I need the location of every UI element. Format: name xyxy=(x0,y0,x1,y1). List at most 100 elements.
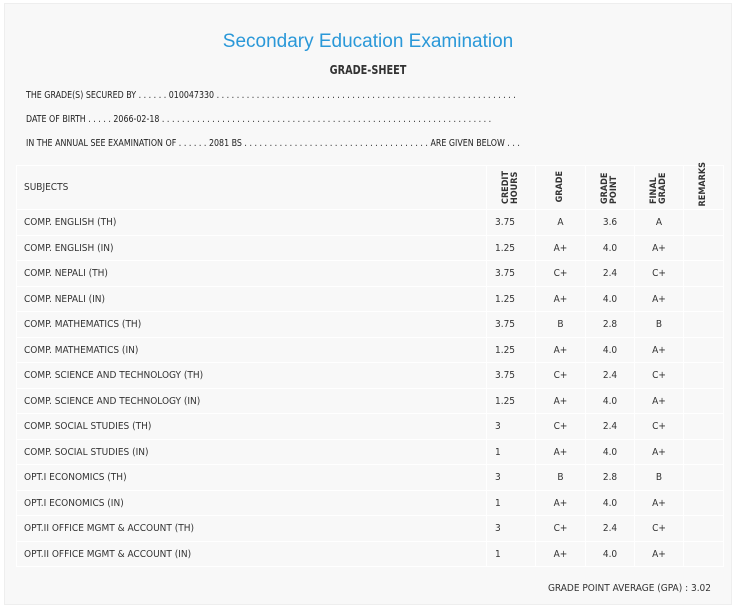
subject-cell: OPT.II OFFICE MGMT & ACCOUNT (TH) xyxy=(16,515,487,542)
header-grade-point: GRADE POINT xyxy=(585,164,635,211)
credit-hours-cell: 1.25 xyxy=(486,285,536,313)
subject-cell: COMP. SCIENCE AND TECHNOLOGY (TH) xyxy=(16,362,487,389)
table-row: COMP. SCIENCE AND TECHNOLOGY (IN) 1.25 A+ 4… xyxy=(16,387,724,415)
grade-point-cell: 2.4 xyxy=(585,413,635,440)
subject-cell: COMP. MATHEMATICS (IN) xyxy=(16,336,487,364)
exam-title: Secondary Education Examination xyxy=(222,31,514,52)
final-grade-cell: A+ xyxy=(634,234,684,262)
table-row: COMP. MATHEMATICS (TH) 3.75 B 2.8 B xyxy=(16,311,724,338)
grade-cell: C+ xyxy=(535,362,586,389)
grade-point-cell: 4.0 xyxy=(585,285,635,313)
subject-cell: OPT.I ECONOMICS (TH) xyxy=(16,464,487,491)
grade-cell: B xyxy=(535,311,586,338)
remarks-cell xyxy=(683,336,724,364)
remarks-cell xyxy=(683,260,724,287)
credit-hours-cell: 1 xyxy=(486,540,536,568)
remarks-cell xyxy=(683,285,724,313)
remarks-cell xyxy=(683,540,724,568)
final-grade-cell: C+ xyxy=(634,413,684,440)
grade-point-cell: 2.4 xyxy=(585,260,635,287)
secured-by-line: THE GRADE(S) SECURED BY . . . . . . 0100… xyxy=(26,90,516,101)
header-remarks: REMARKS xyxy=(683,162,724,211)
final-grade-cell: C+ xyxy=(634,515,684,542)
final-grade-cell: C+ xyxy=(634,362,684,389)
table-row: OPT.I ECONOMICS (IN) 1 A+ 4.0 A+ xyxy=(16,489,724,517)
subject-cell: COMP. ENGLISH (IN) xyxy=(16,234,487,262)
table-row: OPT.II OFFICE MGMT & ACCOUNT (IN) 1 A+ 4.0 A… xyxy=(16,540,724,568)
credit-hours-cell: 3.75 xyxy=(486,209,536,236)
grade-cell: A+ xyxy=(535,285,586,313)
grade-point-cell: 3.6 xyxy=(585,209,635,236)
table-row: COMP. SCIENCE AND TECHNOLOGY (TH) 3.75 C+ 2… xyxy=(16,362,724,389)
grade-point-cell: 4.0 xyxy=(585,336,635,364)
remarks-cell xyxy=(683,413,724,440)
grade-point-cell: 4.0 xyxy=(585,489,635,517)
grade-cell: A+ xyxy=(535,336,586,364)
subject-cell: COMP. MATHEMATICS (TH) xyxy=(16,311,487,338)
table-row: COMP. SOCIAL STUDIES (TH) 3 C+ 2.4 C+ xyxy=(16,413,724,440)
credit-hours-cell: 3 xyxy=(486,413,536,440)
table-row: COMP. ENGLISH (TH) 3.75 A 3.6 A xyxy=(16,209,724,236)
header-grade: GRADE xyxy=(535,164,586,211)
subject-cell: OPT.I ECONOMICS (IN) xyxy=(16,489,487,517)
remarks-cell xyxy=(683,387,724,415)
table-header-row: SUBJECTS CREDIT HOURS GRADE GRADE POINT … xyxy=(16,162,724,211)
remarks-cell xyxy=(683,464,724,491)
grade-sheet-heading: GRADE-SHEET xyxy=(329,63,407,77)
final-grade-cell: B xyxy=(634,311,684,338)
final-grade-cell: A+ xyxy=(634,285,684,313)
grade-point-cell: 4.0 xyxy=(585,438,635,466)
remarks-cell xyxy=(683,515,724,542)
subject-cell: COMP. NEPALI (TH) xyxy=(16,260,487,287)
grade-cell: A+ xyxy=(535,438,586,466)
grade-cell: C+ xyxy=(535,413,586,440)
remarks-cell xyxy=(683,209,724,236)
grade-cell: A+ xyxy=(535,234,586,262)
grade-cell: A xyxy=(535,209,586,236)
credit-hours-cell: 1.25 xyxy=(486,336,536,364)
table-row: COMP. NEPALI (TH) 3.75 C+ 2.4 C+ xyxy=(16,260,724,287)
final-grade-cell: A+ xyxy=(634,336,684,364)
grade-point-cell: 4.0 xyxy=(585,387,635,415)
credit-hours-cell: 3.75 xyxy=(486,311,536,338)
subject-cell: COMP. SOCIAL STUDIES (TH) xyxy=(16,413,487,440)
gpa-summary: GRADE POINT AVERAGE (GPA) : 3.02 xyxy=(547,583,711,594)
grades-table: SUBJECTS CREDIT HOURS GRADE GRADE POINT … xyxy=(16,162,724,568)
table-row: OPT.II OFFICE MGMT & ACCOUNT (TH) 3 C+ 2.4 C… xyxy=(16,515,724,542)
grade-point-cell: 4.0 xyxy=(585,234,635,262)
grade-cell: C+ xyxy=(535,515,586,542)
final-grade-cell: A+ xyxy=(634,489,684,517)
grade-sheet: Secondary Education Examination GRADE-SH… xyxy=(4,3,732,605)
table-row: COMP. MATHEMATICS (IN) 1.25 A+ 4.0 A+ xyxy=(16,336,724,364)
subject-cell: COMP. ENGLISH (TH) xyxy=(16,209,487,236)
dob-line: DATE OF BIRTH . . . . . 2066-02-18 . . .… xyxy=(26,114,492,125)
credit-hours-cell: 3 xyxy=(486,464,536,491)
grade-point-cell: 2.8 xyxy=(585,311,635,338)
grade-cell: A+ xyxy=(535,489,586,517)
table-row: COMP. NEPALI (IN) 1.25 A+ 4.0 A+ xyxy=(16,285,724,313)
table-row: COMP. ENGLISH (IN) 1.25 A+ 4.0 A+ xyxy=(16,234,724,262)
credit-hours-cell: 1 xyxy=(486,438,536,466)
final-grade-cell: C+ xyxy=(634,260,684,287)
grade-cell: A+ xyxy=(535,540,586,568)
credit-hours-cell: 3 xyxy=(486,515,536,542)
grade-point-cell: 2.8 xyxy=(585,464,635,491)
final-grade-cell: A+ xyxy=(634,387,684,415)
subject-cell: COMP. SCIENCE AND TECHNOLOGY (IN) xyxy=(16,387,487,415)
credit-hours-cell: 3.75 xyxy=(486,362,536,389)
final-grade-cell: A+ xyxy=(634,438,684,466)
remarks-cell xyxy=(683,438,724,466)
subject-cell: OPT.II OFFICE MGMT & ACCOUNT (IN) xyxy=(16,540,487,568)
grade-point-cell: 4.0 xyxy=(585,540,635,568)
subject-cell: COMP. NEPALI (IN) xyxy=(16,285,487,313)
credit-hours-cell: 1.25 xyxy=(486,387,536,415)
grade-point-cell: 2.4 xyxy=(585,362,635,389)
exam-line: IN THE ANNUAL SEE EXAMINATION OF . . . .… xyxy=(26,138,520,149)
table-row: COMP. SOCIAL STUDIES (IN) 1 A+ 4.0 A+ xyxy=(16,438,724,466)
remarks-cell xyxy=(683,489,724,517)
final-grade-cell: B xyxy=(634,464,684,491)
grade-cell: A+ xyxy=(535,387,586,415)
header-final-grade: FINAL GRADE xyxy=(634,164,684,211)
final-grade-cell: A+ xyxy=(634,540,684,568)
remarks-cell xyxy=(683,362,724,389)
